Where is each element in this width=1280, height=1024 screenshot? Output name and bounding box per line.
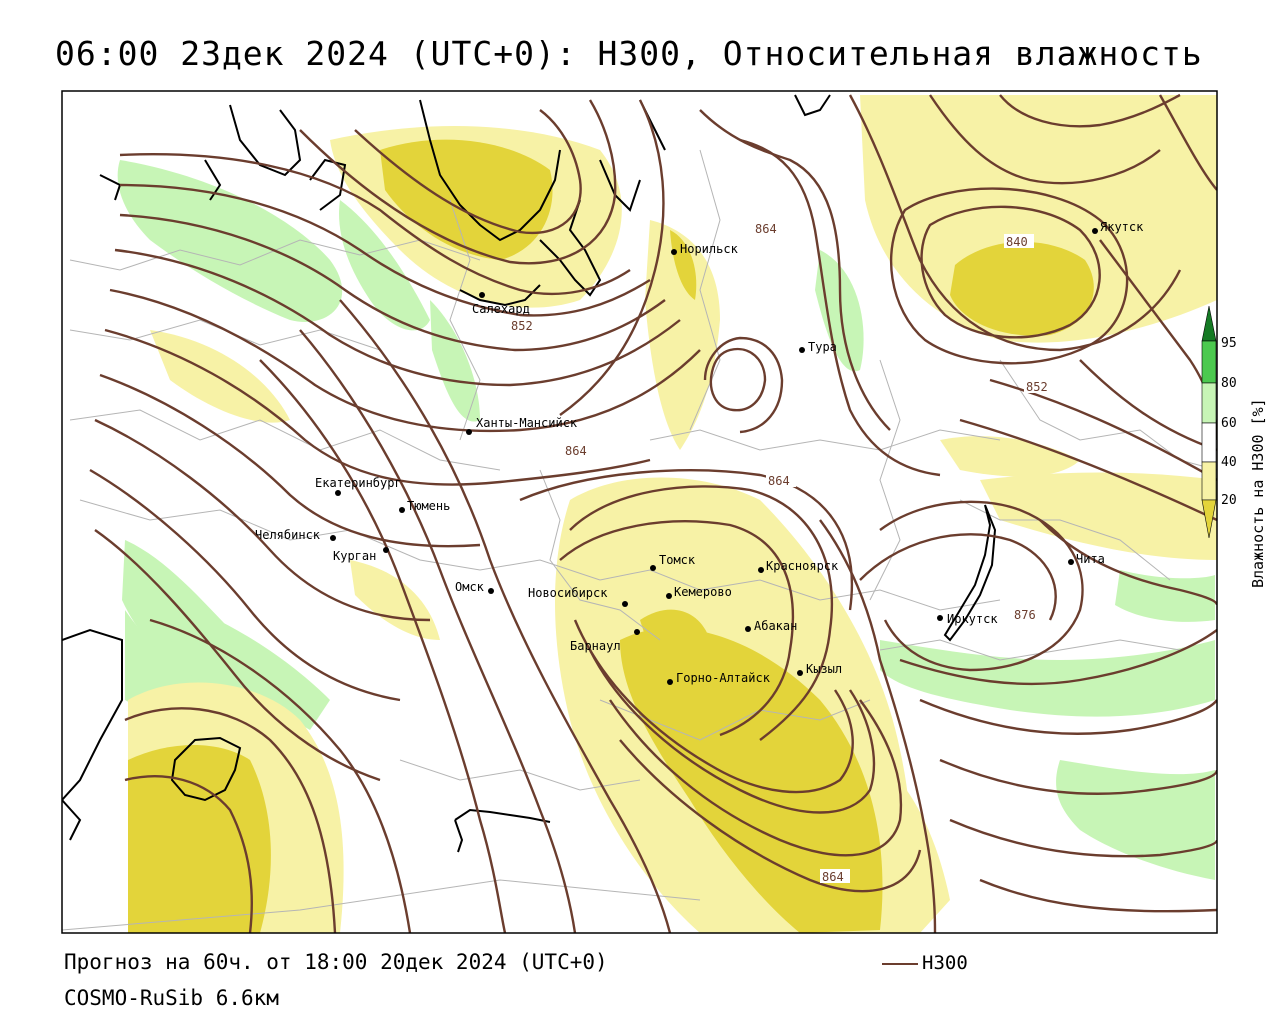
forecast-info: Прогноз на 60ч. от 18:00 20дек 2024 (UTC… bbox=[64, 950, 608, 974]
h300-legend: H300 bbox=[882, 952, 968, 974]
svg-text:Омск: Омск bbox=[455, 580, 485, 594]
colorbar-20-40 bbox=[1201, 461, 1217, 501]
city-yekaterinburg: Екатеринбург bbox=[315, 476, 402, 496]
city-kemerovo: Кемерово bbox=[666, 585, 732, 599]
city-krasnoyarsk: Красноярск bbox=[758, 559, 839, 573]
city-norilsk: Норильск bbox=[671, 242, 739, 256]
city-omsk: Омск bbox=[455, 580, 494, 594]
colorbar-60-80 bbox=[1201, 382, 1217, 424]
contour-label: 864 bbox=[565, 444, 587, 458]
colorbar-tick: 95 bbox=[1221, 336, 1237, 351]
city-novosibirsk: Новосибирск bbox=[528, 586, 628, 607]
svg-text:Иркутск: Иркутск bbox=[947, 612, 998, 626]
svg-text:Барнаул: Барнаул bbox=[570, 639, 621, 653]
map-frame bbox=[61, 90, 1218, 934]
colorbar-title: Влажность на H300 [%] bbox=[1249, 398, 1267, 588]
svg-text:Ханты-Мансийск: Ханты-Мансийск bbox=[476, 416, 578, 430]
contour-labels: 852 864 840 852 864 864 876 864 bbox=[509, 221, 1054, 884]
svg-text:Томск: Томск bbox=[659, 553, 696, 567]
city-khanty-mansiysk: Ханты-Мансийск bbox=[466, 416, 578, 435]
svg-text:Кызыл: Кызыл bbox=[806, 662, 842, 676]
svg-text:Тюмень: Тюмень bbox=[407, 499, 450, 513]
svg-text:Чита: Чита bbox=[1076, 552, 1105, 566]
contour-label: 864 bbox=[768, 474, 790, 488]
colorbar bbox=[1201, 305, 1217, 539]
coastlines bbox=[62, 94, 997, 853]
city-markers: Салехард Норильск Якутск Тура Ханты-Манс… bbox=[255, 220, 1144, 685]
colorbar-tick: 60 bbox=[1221, 416, 1237, 431]
colorbar-tick: 80 bbox=[1221, 376, 1237, 391]
city-chita: Чита bbox=[1068, 552, 1105, 566]
contour-label: 852 bbox=[1026, 380, 1048, 394]
contour-label: 876 bbox=[1014, 608, 1036, 622]
city-barnaul: Барнаул bbox=[570, 629, 640, 653]
city-abakan: Абакан bbox=[745, 619, 797, 633]
city-gorno-altaysk: Горно-Алтайск bbox=[667, 671, 771, 685]
city-kurgan: Курган bbox=[333, 547, 389, 563]
city-tomsk: Томск bbox=[650, 553, 696, 571]
model-info: COSMO-RuSib 6.6км bbox=[64, 986, 279, 1010]
svg-text:Норильск: Норильск bbox=[680, 242, 739, 256]
city-tura: Тура bbox=[799, 340, 837, 354]
svg-text:Кемерово: Кемерово bbox=[674, 585, 732, 599]
contour-label: 852 bbox=[511, 319, 533, 333]
city-irkutsk: Иркутск bbox=[937, 612, 998, 626]
colorbar-tick: 20 bbox=[1221, 493, 1237, 508]
contour-label: 840 bbox=[1006, 235, 1028, 249]
svg-text:Новосибирск: Новосибирск bbox=[528, 586, 608, 600]
svg-text:Красноярск: Красноярск bbox=[766, 559, 839, 573]
svg-text:Курган: Курган bbox=[333, 549, 376, 563]
colorbar-tick: 40 bbox=[1221, 455, 1237, 470]
city-yakutsk: Якутск bbox=[1092, 220, 1144, 234]
svg-text:Салехард: Салехард bbox=[472, 302, 530, 316]
svg-text:Абакан: Абакан bbox=[754, 619, 797, 633]
colorbar-40-60 bbox=[1201, 422, 1217, 463]
city-kyzyl: Кызыл bbox=[797, 662, 842, 676]
svg-text:Тура: Тура bbox=[808, 340, 837, 354]
city-salekhard: Салехард bbox=[472, 292, 530, 316]
svg-text:Горно-Алтайск: Горно-Алтайск bbox=[676, 671, 771, 685]
contour-label: 864 bbox=[822, 870, 844, 884]
h300-legend-swatch bbox=[882, 962, 918, 965]
h300-legend-label: H300 bbox=[922, 952, 968, 974]
svg-text:Екатеринбург: Екатеринбург bbox=[315, 476, 402, 490]
colorbar-lt20 bbox=[1201, 499, 1217, 539]
colorbar-80-95 bbox=[1201, 340, 1217, 384]
city-chelyabinsk: Челябинск bbox=[255, 528, 336, 542]
city-tyumen: Тюмень bbox=[399, 499, 450, 513]
svg-text:Челябинск: Челябинск bbox=[255, 528, 321, 542]
map-title: 06:00 23дек 2024 (UTC+0): H300, Относите… bbox=[55, 34, 1203, 73]
humidity-dry-strong-areas bbox=[128, 139, 1094, 933]
svg-text:Якутск: Якутск bbox=[1100, 220, 1144, 234]
contour-label: 864 bbox=[755, 222, 777, 236]
map-content: 852 864 840 852 864 864 876 864 Салехард… bbox=[62, 91, 1217, 933]
